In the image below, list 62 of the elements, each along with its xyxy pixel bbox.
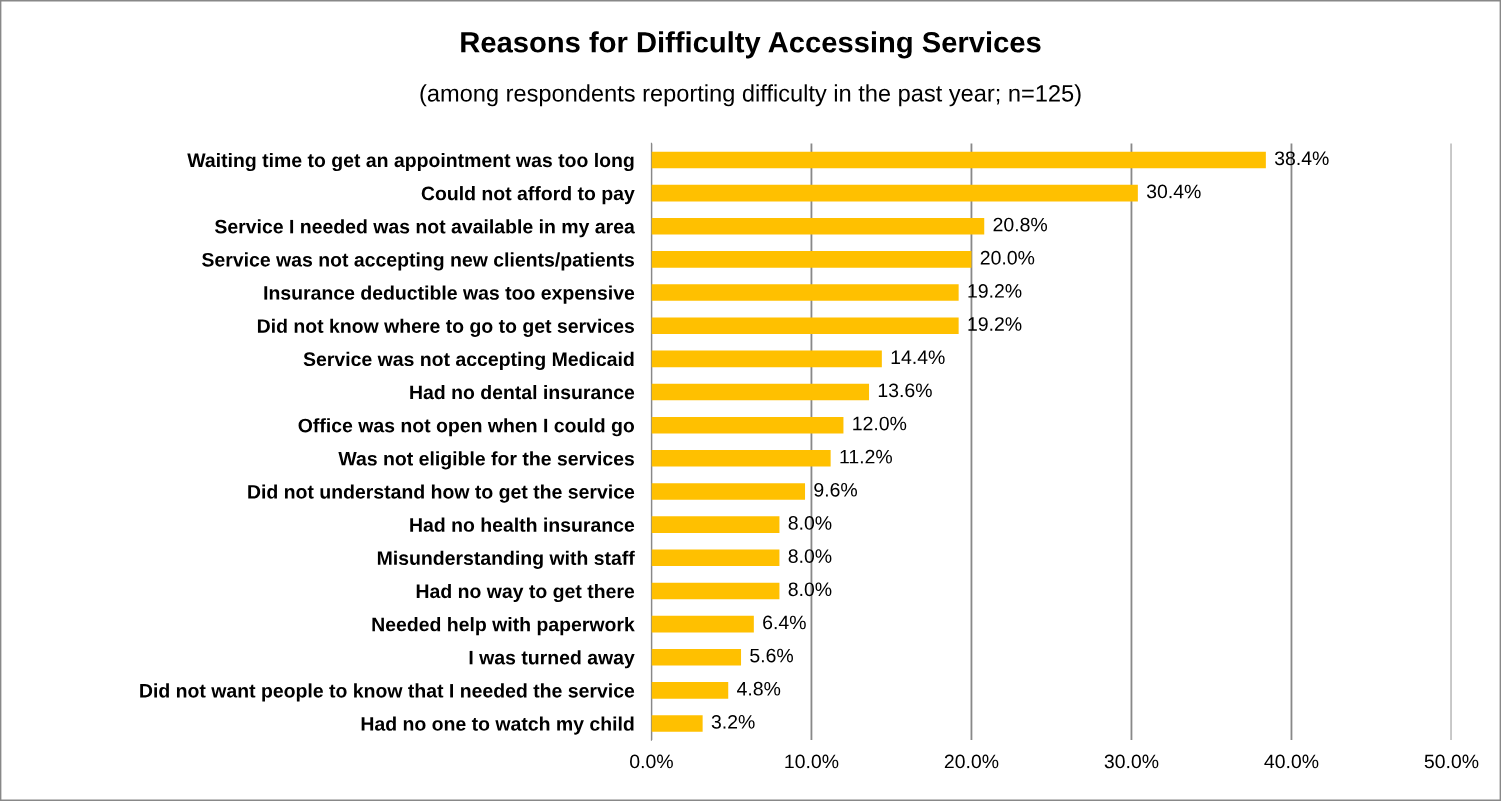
y-tick-label: Service I needed was not available in my area — [214, 219, 635, 238]
bar — [651, 151, 1266, 169]
data-label: 13.6% — [878, 383, 932, 398]
x-tick-label: 20.0% — [944, 754, 999, 769]
y-tick-label: Was not eligible for the services — [338, 451, 634, 470]
data-label: 9.6% — [814, 482, 857, 497]
x-tick-label: 50.0% — [1424, 754, 1479, 769]
y-tick-label: Service was not accepting Medicaid — [303, 351, 634, 371]
data-label: 14.4% — [891, 350, 945, 365]
data-label: 4.8% — [737, 681, 781, 696]
bar — [651, 251, 972, 268]
y-tick-label: Did not want people to know that I needed the service — [140, 683, 635, 702]
data-label: 20.0% — [980, 250, 1035, 265]
y-tick-label: Misunderstanding with staff — [377, 550, 635, 569]
bar — [651, 483, 806, 500]
data-label: 8.0% — [788, 516, 832, 530]
y-tick-label: Service was not accepting new clients/patients — [202, 252, 635, 271]
y-tick-label: Insurance deductible was too expensive — [264, 285, 635, 304]
y-tick-label: Waiting time to get an appointment was too long — [187, 152, 634, 172]
y-tick-label: Needed help with paperwork — [372, 617, 635, 636]
bar — [651, 350, 882, 368]
bar — [651, 317, 959, 335]
y-tick-label: I was turned away — [469, 650, 635, 669]
data-label: 38.4% — [1274, 151, 1329, 166]
x-tick-label: 0.0% — [630, 754, 673, 769]
bar — [651, 516, 780, 533]
data-label: 6.4% — [763, 615, 806, 630]
y-tick-label: Had no dental insurance — [410, 384, 635, 400]
data-label: 20.8% — [993, 217, 1048, 232]
bar — [651, 184, 1138, 202]
x-tick-label: 30.0% — [1104, 754, 1159, 769]
bar — [651, 582, 780, 600]
chart-title: Reasons for Difficulty Accessing Services — [461, 31, 1041, 59]
data-label: 3.2% — [711, 715, 755, 729]
bar — [651, 450, 831, 467]
data-label: 11.2% — [840, 449, 892, 464]
bar — [651, 682, 729, 699]
x-tick-label: 10.0% — [785, 754, 839, 769]
bar — [651, 715, 703, 732]
data-label: 8.0% — [788, 582, 832, 597]
x-tick-label: 40.0% — [1264, 754, 1319, 769]
data-label: 8.0% — [788, 549, 832, 563]
data-label: 30.4% — [1146, 184, 1201, 199]
y-tick-label: Had no way to get there — [416, 583, 635, 603]
data-label: 19.2% — [968, 317, 1022, 331]
y-tick-label: Had no health insurance — [410, 517, 635, 532]
bar — [651, 217, 985, 235]
bar — [651, 284, 959, 301]
y-tick-label: Office was not open when I could go — [298, 418, 635, 437]
bar — [651, 549, 780, 567]
bar — [651, 383, 870, 401]
y-tick-label: Did not understand how to get the service — [248, 484, 635, 503]
bar — [651, 416, 844, 434]
data-label: 19.2% — [968, 284, 1022, 298]
y-tick-label: Had no one to watch my child — [361, 716, 634, 735]
bar — [651, 615, 754, 633]
bar — [651, 648, 742, 666]
data-label: 5.6% — [750, 648, 793, 663]
y-tick-label: Could not afford to pay — [421, 186, 635, 205]
data-label: 12.0% — [853, 416, 907, 431]
chart-subtitle: (among respondents reporting difficulty in the past year; n=125) — [420, 84, 1081, 107]
y-tick-label: Did not know where to go to get services — [257, 318, 634, 337]
